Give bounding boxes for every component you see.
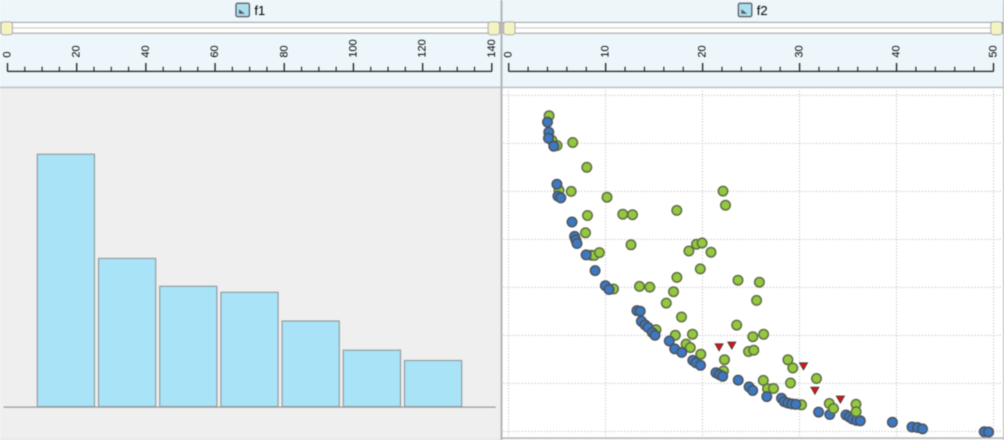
- svg-text:80: 80: [278, 45, 290, 57]
- svg-text:120: 120: [417, 39, 429, 57]
- svg-text:0: 0: [2, 51, 14, 57]
- svg-text:f1: f1: [254, 3, 265, 18]
- svg-text:100: 100: [347, 39, 359, 57]
- svg-text:20: 20: [71, 45, 83, 57]
- svg-text:10: 10: [600, 45, 612, 57]
- svg-text:30: 30: [794, 45, 806, 57]
- svg-text:140: 140: [486, 39, 498, 57]
- svg-text:20: 20: [697, 45, 709, 57]
- svg-text:0: 0: [503, 51, 515, 57]
- svg-text:40: 40: [891, 45, 903, 57]
- svg-text:50: 50: [988, 45, 1000, 57]
- svg-text:40: 40: [140, 45, 152, 57]
- svg-text:f2: f2: [757, 3, 768, 18]
- svg-text:60: 60: [209, 45, 221, 57]
